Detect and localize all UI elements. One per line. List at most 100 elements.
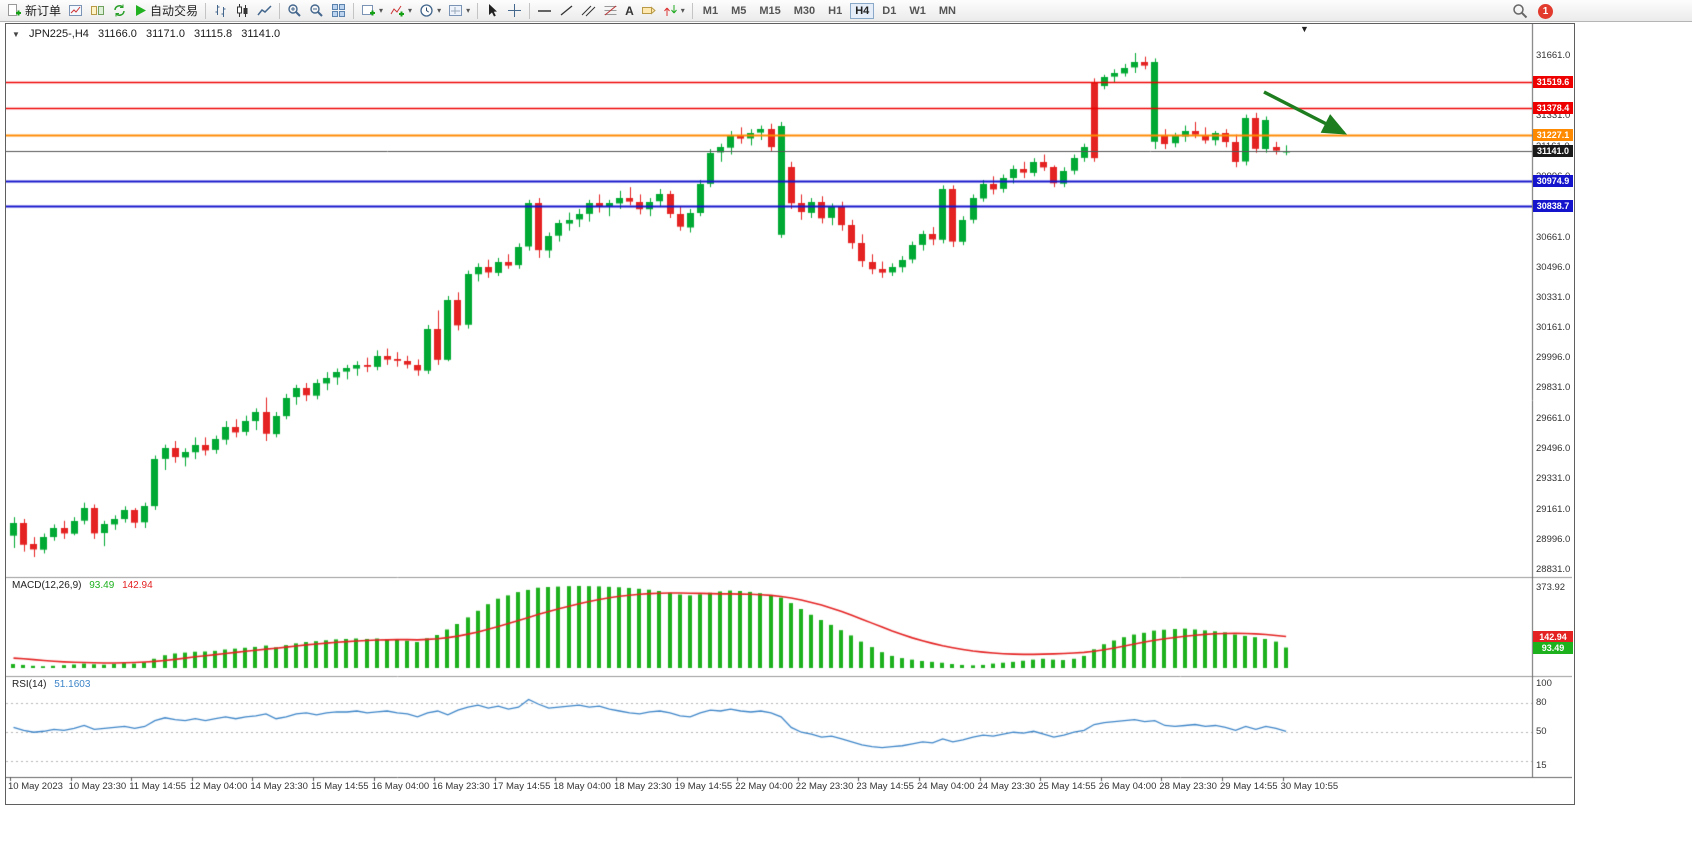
price-axis-label: 29661.0 [1536,413,1571,425]
time-axis-label: 17 May 14:55 [492,781,551,792]
label-tool-button[interactable] [638,1,659,21]
cursor-tool-button[interactable] [482,1,503,21]
timeframe-h4[interactable]: H4 [850,2,875,19]
price-axis-label: 30661.0 [1536,231,1571,243]
rsi-axis-label: 50 [1536,726,1547,738]
crosshair-tool-button[interactable] [504,1,525,21]
indicators-icon [390,5,405,17]
ohlc-high: 31171.0 [145,28,185,40]
tile-windows-button[interactable] [328,1,349,21]
time-axis-label: 24 May 23:30 [977,781,1036,792]
price-axis-label: 31331.0 [1536,110,1571,122]
tile-windows-icon [332,4,346,17]
timeframe-m5[interactable]: M5 [731,4,747,17]
candlestick-type-button[interactable] [232,1,253,21]
charts-button[interactable] [65,1,86,21]
time-axis-label: 24 May 04:00 [917,781,975,792]
new-chart-icon [362,5,376,16]
play-icon [136,5,147,16]
zoom-out-button[interactable] [306,1,327,21]
ohlc-open: 31166.0 [97,28,137,40]
macd-signal-badge: 142.94 [1533,630,1573,643]
channel-tool-button[interactable] [578,1,599,21]
macd-indicator-label: MACD(12,26,9) 93.49 142.94 [12,580,158,591]
price-line-badge-resistance: 31378.4 [1533,101,1573,114]
rsi-axis-label: 80 [1536,697,1547,709]
timeframe-d1[interactable]: D1 [882,4,897,17]
ohlc-low: 31115.8 [194,28,233,40]
price-axis-label: 29496.0 [1536,442,1571,454]
time-axis-label: 22 May 04:00 [735,781,793,792]
price-line-badge-current-price: 31141.0 [1533,144,1573,157]
time-axis-label: 28 May 23:30 [1159,781,1217,792]
rsi-name: RSI(14) [12,679,47,690]
refresh-button[interactable] [109,1,130,21]
time-axis-label: 12 May 04:00 [189,781,248,792]
price-axis-label: 29331.0 [1536,472,1571,484]
new-order-label: 新订单 [25,4,62,18]
timeframe-m30[interactable]: M30 [793,4,816,17]
cursor-icon [489,4,498,17]
profiles-button[interactable] [87,1,108,21]
time-axis-label: 11 May 14:55 [129,781,187,792]
time-axis-label: 18 May 23:30 [614,781,672,792]
line-chart-type-button[interactable] [254,1,275,21]
caret-down-icon: ▾ [466,5,471,15]
timeframe-m15[interactable]: M15 [759,4,781,17]
new-order-button[interactable]: 新订单 [4,1,64,21]
time-axis-label: 16 May 23:30 [432,781,490,792]
templates-icon [449,5,463,16]
time-axis-label: 16 May 04:00 [371,781,430,792]
price-axis-label: 30161.0 [1536,322,1571,334]
main-toolbar: 新订单 自动交易 ▾ ▾ ▾ [0,0,1692,22]
macd-axis-label: 373.92 [1536,582,1566,593]
toolbar-separator [205,2,207,19]
clock-icon [420,4,433,17]
text-tool-button[interactable]: A [622,1,637,21]
timeframe-mn[interactable]: MN [938,4,956,17]
rsi-value: 51.1603 [54,679,91,690]
chart-window-icon [69,5,83,16]
toolbar-right-group: 1 [1512,3,1553,19]
timeframe-w1[interactable]: W1 [909,4,926,17]
time-axis-label: 22 May 23:30 [795,781,854,792]
zoom-in-button[interactable] [284,1,305,21]
rsi-axis-label: 100 [1536,678,1552,689]
macd-name: MACD(12,26,9) [12,580,82,591]
caret-down-icon: ▾ [379,5,384,15]
time-axis-label: 14 May 23:30 [250,781,308,792]
time-axis-label: 30 May 10:55 [1280,781,1339,792]
symbol-info-bar: ▼ JPN225-,H4 31166.0 31171.0 31115.8 311… [12,28,286,40]
price-axis-label: 29831.0 [1536,382,1571,394]
caret-down-icon: ▾ [408,5,413,15]
notification-badge[interactable]: 1 [1538,3,1553,19]
new-order-icon [8,4,21,16]
price-axis-label: 28831.0 [1536,563,1571,575]
timeframe-m1[interactable]: M1 [702,4,719,17]
templates-button[interactable]: ▾ [445,1,473,21]
rsi-indicator-label: RSI(14) 51.1603 [12,679,95,690]
indicators-button[interactable]: ▾ [387,1,415,21]
crosshair-icon [508,4,522,17]
bar-chart-type-button[interactable] [210,1,231,21]
arrows-tool-button[interactable]: ▾ [660,1,688,21]
macd-signal-value: 142.94 [122,580,153,591]
timeframe-h1[interactable]: H1 [828,4,843,17]
horizontal-line-tool-button[interactable] [534,1,555,21]
caret-down-icon: ▾ [680,5,685,15]
chart-shift-marker[interactable]: ▼ [1300,24,1309,34]
search-icon[interactable] [1512,3,1528,19]
symbol-dropdown-icon[interactable]: ▼ [12,30,20,39]
price-axis-label: 29161.0 [1536,503,1571,515]
trendline-tool-button[interactable] [556,1,577,21]
fibonacci-tool-button[interactable] [600,1,621,21]
time-axis-label: 29 May 14:55 [1220,781,1278,792]
periods-button[interactable]: ▾ [416,1,444,21]
auto-trading-button[interactable]: 自动交易 [131,1,201,21]
price-chart-canvas[interactable] [6,24,1572,802]
new-chart-button[interactable]: ▾ [358,1,386,21]
price-line-badge-support: 30838.7 [1533,199,1573,212]
price-line-badge-support: 30974.9 [1533,174,1573,187]
price-axis-label: 31661.0 [1536,50,1571,62]
price-axis-label: 29996.0 [1536,352,1571,364]
